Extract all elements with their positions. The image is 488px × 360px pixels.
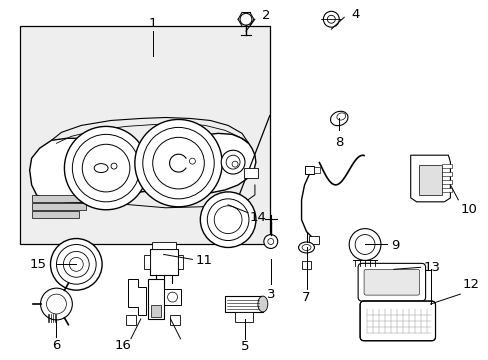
Text: 8: 8 xyxy=(334,136,343,149)
Circle shape xyxy=(72,134,140,202)
Bar xyxy=(442,164,451,168)
Bar xyxy=(309,235,319,243)
Bar xyxy=(314,167,320,173)
FancyBboxPatch shape xyxy=(357,264,425,301)
Bar xyxy=(304,166,314,174)
Circle shape xyxy=(267,239,273,244)
Bar xyxy=(442,172,451,176)
Text: 4: 4 xyxy=(350,8,359,21)
Circle shape xyxy=(50,239,102,290)
Ellipse shape xyxy=(94,164,108,172)
Bar xyxy=(20,26,269,244)
Circle shape xyxy=(189,158,195,164)
Text: 11: 11 xyxy=(195,254,212,267)
FancyBboxPatch shape xyxy=(364,269,419,295)
Circle shape xyxy=(240,13,251,25)
FancyBboxPatch shape xyxy=(359,301,435,341)
Ellipse shape xyxy=(302,244,310,251)
Circle shape xyxy=(69,257,83,271)
Text: 13: 13 xyxy=(423,261,440,274)
Circle shape xyxy=(264,235,277,248)
Bar xyxy=(150,305,161,317)
Circle shape xyxy=(200,192,255,247)
Bar xyxy=(143,255,149,269)
Circle shape xyxy=(221,150,244,174)
Polygon shape xyxy=(410,155,449,202)
Circle shape xyxy=(167,292,177,302)
Bar xyxy=(301,261,311,269)
Ellipse shape xyxy=(257,296,267,312)
Circle shape xyxy=(111,163,117,169)
Circle shape xyxy=(207,199,248,240)
Bar xyxy=(147,279,163,319)
Circle shape xyxy=(348,229,380,260)
Bar xyxy=(177,255,183,269)
Bar xyxy=(442,188,451,192)
Text: 7: 7 xyxy=(302,291,310,303)
Circle shape xyxy=(354,235,374,255)
Polygon shape xyxy=(32,195,91,202)
Circle shape xyxy=(64,126,147,210)
Circle shape xyxy=(135,120,222,207)
Circle shape xyxy=(323,11,339,27)
Bar xyxy=(442,180,451,184)
Circle shape xyxy=(46,294,66,314)
Circle shape xyxy=(225,155,240,169)
Bar xyxy=(169,315,179,325)
Text: 16: 16 xyxy=(114,339,131,352)
Circle shape xyxy=(56,244,96,284)
Text: 5: 5 xyxy=(240,340,249,353)
Text: 10: 10 xyxy=(459,203,476,216)
Ellipse shape xyxy=(298,242,314,253)
Polygon shape xyxy=(128,279,145,315)
Circle shape xyxy=(214,206,242,234)
Text: 12: 12 xyxy=(461,278,478,291)
Circle shape xyxy=(63,251,89,277)
Circle shape xyxy=(82,144,130,192)
Text: 6: 6 xyxy=(52,339,61,352)
Text: 14: 14 xyxy=(249,211,266,224)
Bar xyxy=(244,168,257,178)
Bar xyxy=(151,242,175,249)
Polygon shape xyxy=(32,203,86,210)
Text: 3: 3 xyxy=(266,288,274,301)
Bar xyxy=(126,315,136,325)
Ellipse shape xyxy=(336,113,345,120)
Polygon shape xyxy=(32,211,79,218)
Text: 9: 9 xyxy=(390,239,398,252)
Bar xyxy=(224,296,263,312)
Circle shape xyxy=(232,161,238,167)
Bar xyxy=(163,289,181,305)
Circle shape xyxy=(142,127,214,199)
Text: 2: 2 xyxy=(262,9,270,22)
Polygon shape xyxy=(30,133,255,203)
Circle shape xyxy=(326,15,335,23)
Bar xyxy=(46,294,59,314)
Bar xyxy=(235,312,252,322)
Text: 1: 1 xyxy=(148,17,157,30)
Bar xyxy=(149,249,177,275)
Circle shape xyxy=(152,137,204,189)
Ellipse shape xyxy=(330,111,347,126)
Circle shape xyxy=(41,288,72,320)
Text: 15: 15 xyxy=(30,258,46,271)
Bar xyxy=(418,165,442,195)
